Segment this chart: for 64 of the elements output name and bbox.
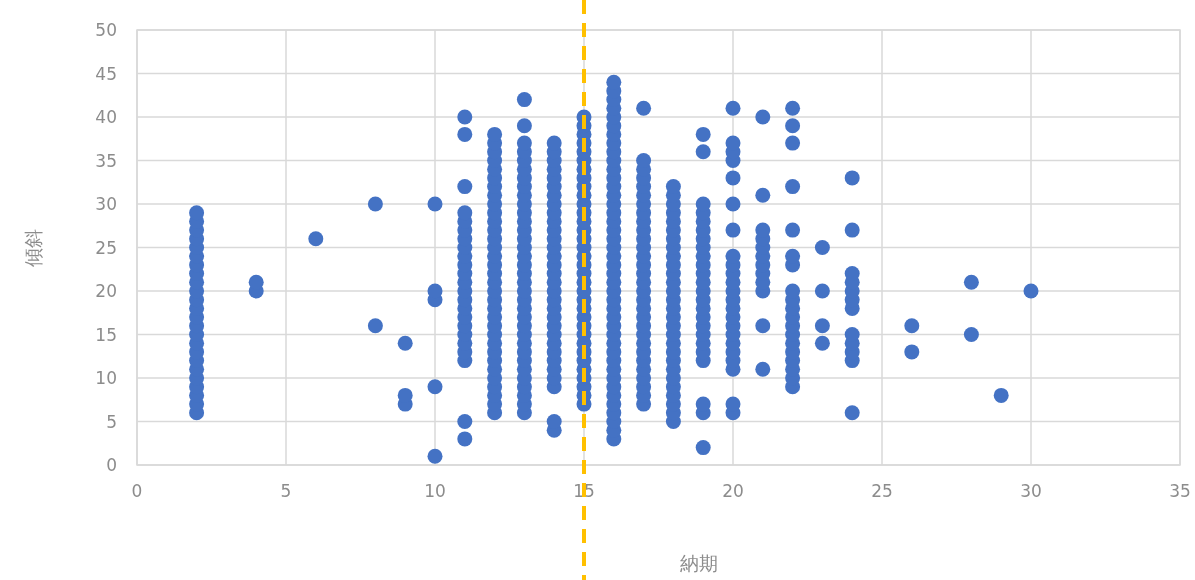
point — [755, 318, 771, 334]
point — [785, 222, 801, 238]
point — [516, 118, 532, 134]
point — [695, 144, 711, 160]
point — [755, 187, 771, 203]
x-tick-label: 20 — [722, 481, 744, 501]
point — [785, 100, 801, 116]
point — [457, 179, 473, 195]
point — [844, 222, 860, 238]
point — [367, 318, 383, 334]
point — [427, 448, 443, 464]
point — [993, 387, 1009, 403]
y-tick-label: 15 — [95, 324, 117, 345]
point — [814, 318, 830, 334]
point — [516, 92, 532, 108]
y-tick-label: 5 — [106, 411, 117, 432]
point — [427, 379, 443, 395]
point — [755, 109, 771, 125]
point — [397, 335, 413, 351]
point — [814, 283, 830, 299]
y-tick-label: 30 — [95, 194, 117, 214]
y-tick-label: 45 — [95, 63, 117, 84]
x-tick-label: 10 — [424, 481, 446, 501]
point — [844, 405, 860, 421]
point — [367, 196, 383, 212]
y-tick-label: 40 — [95, 107, 117, 127]
point — [457, 109, 473, 125]
point — [814, 240, 830, 255]
point — [844, 170, 860, 186]
x-tick-label: 30 — [1020, 481, 1042, 501]
point — [963, 327, 979, 342]
point — [785, 118, 801, 134]
y-tick-label: 50 — [95, 20, 117, 40]
point — [695, 440, 711, 456]
y-tick-label: 35 — [95, 150, 117, 171]
point — [785, 179, 801, 195]
y-tick-label: 25 — [95, 237, 117, 258]
point — [457, 431, 473, 447]
x-tick-label: 5 — [280, 481, 292, 501]
point — [725, 222, 741, 238]
point — [814, 335, 830, 351]
point — [785, 135, 801, 151]
point — [1023, 283, 1039, 299]
point — [636, 100, 652, 116]
y-tick-label: 20 — [95, 281, 117, 301]
point — [457, 414, 473, 429]
point — [695, 126, 711, 142]
point — [308, 231, 324, 247]
point — [904, 344, 920, 360]
x-tick-label: 35 — [1169, 481, 1191, 501]
point — [963, 274, 979, 290]
point — [427, 196, 443, 212]
y-tick-label: 10 — [95, 368, 117, 388]
y-axis-title: 傾斜 — [22, 228, 44, 267]
point — [457, 126, 473, 142]
point — [725, 170, 741, 186]
point — [725, 100, 741, 116]
point — [725, 196, 741, 212]
x-axis-title: 納期 — [679, 552, 718, 574]
x-tick-label: 25 — [871, 481, 893, 501]
point — [904, 318, 920, 334]
point — [755, 361, 771, 377]
y-tick-label: 0 — [106, 455, 117, 475]
x-tick-label: 0 — [131, 481, 143, 501]
